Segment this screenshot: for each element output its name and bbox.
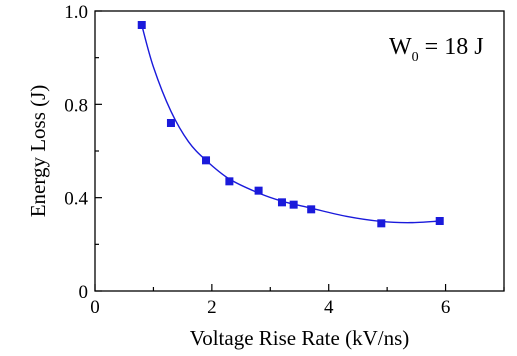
x-tick-label: 2 xyxy=(207,297,217,318)
annotation-subscript: 0 xyxy=(412,50,419,65)
data-point xyxy=(307,205,316,214)
data-point xyxy=(202,156,211,165)
data-point xyxy=(254,186,263,195)
x-tick-label: 4 xyxy=(324,297,334,318)
y-tick-label: 0.4 xyxy=(64,189,88,210)
axis-ticks xyxy=(94,10,505,292)
data-point xyxy=(137,21,146,29)
annotation-main: W xyxy=(389,34,412,60)
data-point xyxy=(277,198,286,207)
data-point xyxy=(225,177,234,186)
y-tick-labels: 0 0.4 0.8 1.0 xyxy=(64,2,88,303)
x-axis-title: Voltage Rise Rate (kV/ns) xyxy=(190,326,410,350)
x-tick-label: 6 xyxy=(441,297,451,318)
y-tick-label: 0.8 xyxy=(64,95,88,116)
data-point xyxy=(435,217,444,225)
data-point xyxy=(166,119,175,127)
data-point xyxy=(377,219,386,228)
annotation: W0 = 18 J xyxy=(389,34,484,65)
x-tick-labels: 0 2 4 6 xyxy=(90,297,450,318)
y-tick-label: 0 xyxy=(79,282,89,303)
y-axis-title: Energy Loss (J) xyxy=(26,85,50,218)
data-markers xyxy=(137,21,444,228)
x-tick-label: 0 xyxy=(90,297,100,318)
data-point xyxy=(289,200,298,209)
y-tick-label: 1.0 xyxy=(64,2,88,23)
annotation-rest: = 18 J xyxy=(419,34,484,60)
